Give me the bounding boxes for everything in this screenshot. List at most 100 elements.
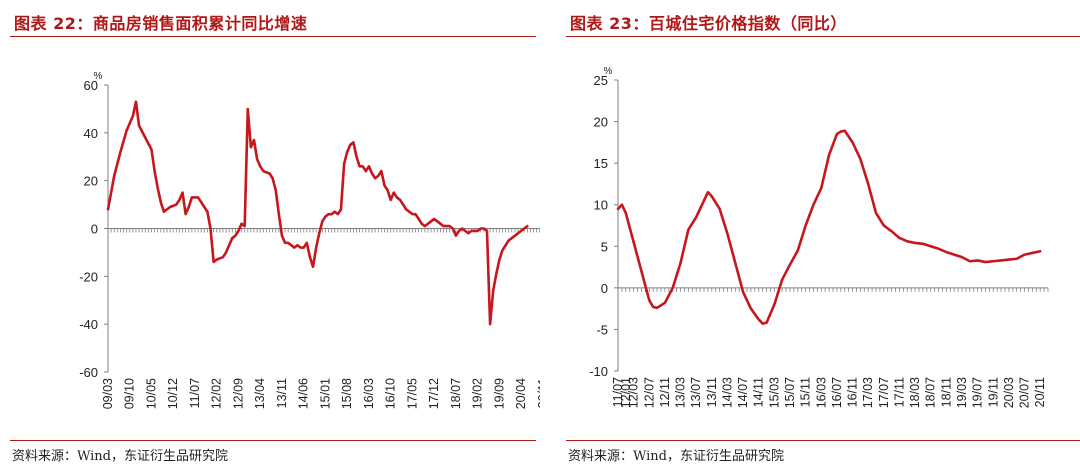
right-chart-x-tick-label: 18/11 — [939, 377, 953, 407]
right-chart-data-point — [719, 208, 721, 210]
left-chart-data-point — [228, 244, 230, 246]
left-chart-x-tick-label: 19/09 — [492, 378, 506, 409]
left-chart-x-tick-label: 20/11 — [536, 378, 540, 408]
left-chart-data-point — [138, 125, 140, 127]
right-chart-x-tick-label: 14/07 — [736, 377, 750, 408]
left-chart-data-point — [359, 165, 361, 167]
left-chart-data-point — [303, 247, 305, 249]
right-source-rule — [566, 440, 1080, 441]
left-chart-svg: -60 -40 -20 0 20 40 60% 09/03 09/10 10/05 10/12 11/… — [79, 71, 540, 409]
left-chart-data-point — [368, 165, 370, 167]
right-chart-x-tick-label: 16/11 — [846, 377, 860, 407]
left-chart-x-tick-label: 16/10 — [384, 378, 398, 409]
right-chart-data-point — [679, 262, 682, 264]
left-chart-data-point — [489, 323, 491, 325]
left-chart-data-point — [492, 290, 494, 292]
left-chart-data-point — [225, 251, 227, 254]
left-chart-data-point — [216, 258, 218, 261]
left-chart-data-point — [296, 244, 299, 246]
left-chart-data-point — [362, 165, 364, 167]
left-chart-data-point — [349, 144, 351, 146]
left-chart-data-point — [501, 249, 504, 251]
right-chart-x-tick-label: 17/11 — [892, 377, 906, 407]
left-chart-data-point — [464, 230, 466, 232]
left-chart-data-point — [150, 148, 153, 151]
right-chart-data-point — [820, 187, 822, 189]
right-chart-data-point — [773, 303, 775, 306]
right-chart-data-point — [789, 263, 791, 266]
left-chart-data-point — [181, 192, 184, 194]
left-chart-data-point — [178, 199, 181, 201]
right-chart-data-point — [812, 204, 815, 206]
left-chart-data-point — [380, 170, 382, 172]
left-chart-x-tick-label: 17/12 — [427, 378, 441, 409]
right-chart-data-point — [1016, 258, 1018, 260]
left-chart-x-tick-label: 09/03 — [101, 378, 115, 409]
right-chart-x-tick-label: 20/03 — [1002, 377, 1016, 408]
right-chart-data-point — [961, 256, 963, 258]
left-chart-data-point — [203, 206, 205, 208]
right-chart-x-tick-label: 13/11 — [705, 377, 719, 407]
left-chart-data-point — [290, 244, 292, 246]
right-chart-x-tick-label: 18/07 — [924, 377, 938, 408]
left-chart-data-point — [495, 273, 497, 275]
right-chart-data-point — [977, 259, 979, 262]
left-chart-data-point — [442, 225, 445, 227]
left-chart-data-point — [284, 242, 286, 244]
right-chart-data-point — [703, 199, 705, 202]
left-chart-data-point — [458, 230, 460, 232]
right-chart-data-point — [781, 278, 783, 281]
right-chart-x-tick-label: 17/07 — [877, 377, 891, 408]
right-chart-data-point — [1008, 258, 1010, 261]
left-chart-data-point — [275, 189, 277, 191]
left-chart-data-point — [160, 201, 162, 203]
right-chart-data-point — [640, 270, 643, 272]
left-chart-data-point — [237, 230, 240, 232]
left-chart-data-point — [197, 196, 199, 199]
right-chart-data-point — [969, 260, 971, 262]
right-chart-data-point — [726, 233, 729, 235]
left-chart-y-tick-label: -20 — [79, 269, 98, 284]
left-chart-data-point — [272, 177, 274, 179]
right-chart-data-point — [1000, 259, 1002, 262]
left-chart-data-point — [213, 261, 215, 263]
right-chart-data-point — [844, 130, 846, 132]
right-chart-x-tick-label: 20/11 — [1033, 377, 1047, 407]
left-chart-data-point — [268, 172, 271, 175]
right-chart-y-unit-label: % — [604, 66, 613, 77]
right-chart-x-tick-label: 16/07 — [830, 377, 844, 408]
left-chart-data-point — [262, 170, 264, 172]
left-chart-x-tick-label: 16/03 — [362, 378, 376, 409]
left-chart-data-point — [200, 201, 202, 203]
right-chart-data-point — [953, 254, 955, 256]
right-chart-y-tick-label: 20 — [594, 115, 608, 130]
left-chart-data-point — [455, 235, 457, 237]
left-chart-data-point — [144, 137, 146, 139]
left-chart-x-tick-label: 15/01 — [318, 378, 332, 409]
right-chart-x-tick-label: 19/11 — [986, 377, 1000, 407]
left-chart-data-point — [331, 213, 333, 215]
left-chart-data-point — [374, 177, 376, 179]
right-chart-x-tick-label: 14/11 — [752, 377, 766, 407]
right-chart-y-tick-label: 0 — [601, 281, 608, 296]
left-chart-data-point — [312, 266, 314, 268]
left-chart-data-point — [446, 225, 448, 227]
left-chart-data-point — [411, 213, 414, 215]
left-chart-data-point — [418, 218, 420, 220]
right-chart-data-point — [711, 195, 713, 197]
left-chart-source: 资料来源：Wind，东证衍生品研究院 — [12, 449, 228, 464]
left-chart-data-point — [523, 227, 525, 230]
right-chart-x-tick-label: 15/07 — [783, 377, 797, 408]
right-chart-data-point — [836, 133, 838, 135]
left-chart-data-point — [449, 225, 451, 227]
left-chart-data-point — [107, 208, 109, 210]
left-chart-data-point — [486, 230, 488, 232]
right-chart-x-tick-label: 13/07 — [689, 377, 703, 408]
right-chart-data-point — [695, 216, 697, 218]
left-chart-data-point — [169, 206, 171, 208]
left-chart-data-point — [433, 218, 435, 220]
left-chart-data-point — [324, 215, 327, 218]
right-chart-data-point — [621, 204, 623, 206]
right-chart-x-tick-label: 12/07 — [642, 377, 656, 408]
left-chart-data-point — [185, 213, 187, 215]
